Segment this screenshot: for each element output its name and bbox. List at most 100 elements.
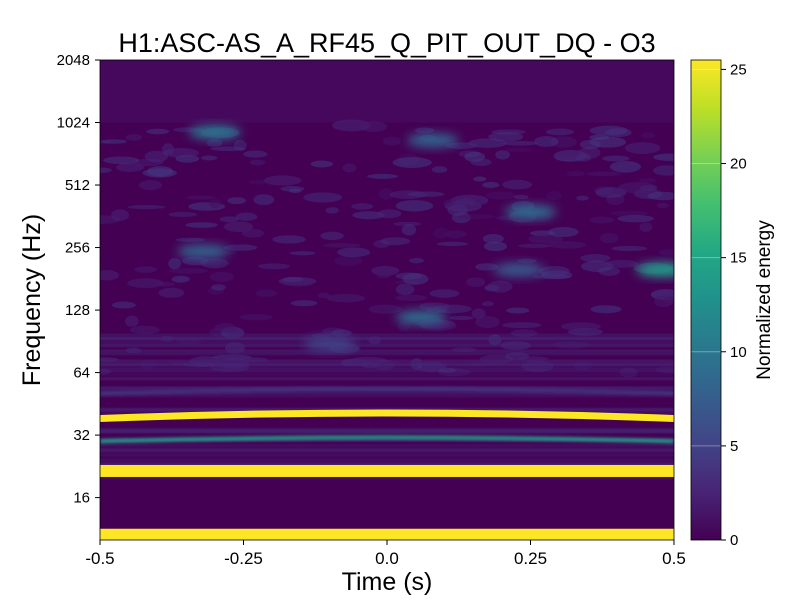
texture-speck — [127, 205, 166, 210]
texture-speck — [576, 153, 592, 162]
texture-speck — [638, 178, 656, 183]
texture-speck — [517, 356, 549, 362]
colorbar-gradient — [691, 60, 721, 540]
texture-speck — [185, 222, 218, 228]
texture-speck — [407, 191, 445, 197]
texture-speck — [654, 295, 674, 307]
texture-speck — [352, 211, 385, 220]
texture-speck — [534, 136, 559, 147]
texture-speck — [409, 257, 425, 264]
texture-speck — [611, 245, 648, 252]
high-frequency-region — [100, 60, 674, 123]
texture-speck — [599, 232, 619, 244]
texture-speck — [168, 257, 181, 270]
texture-speck — [510, 329, 538, 337]
texture-speck — [331, 329, 352, 337]
texture-speck — [241, 228, 264, 238]
texture-speck — [224, 221, 254, 233]
texture-speck — [471, 308, 486, 319]
texture-streak — [100, 447, 674, 451]
texture-speck — [140, 360, 154, 370]
texture-streak — [100, 445, 674, 449]
texture-speck — [640, 132, 656, 139]
y-tick-label: 2048 — [57, 52, 90, 69]
texture-speck — [377, 209, 402, 219]
texture-speck — [548, 227, 579, 237]
band-30.5hz — [100, 435, 674, 444]
texture-speck — [617, 214, 654, 223]
texture-speck — [100, 270, 119, 281]
texture-streak — [100, 454, 674, 458]
texture-speck — [325, 207, 339, 214]
texture-speck — [444, 230, 467, 239]
texture-speck — [100, 167, 112, 173]
texture-speck — [639, 222, 653, 233]
colorbar-tick-label: 0 — [730, 532, 738, 549]
texture-speck — [272, 235, 306, 244]
energy-blob — [395, 310, 448, 325]
texture-speck — [447, 204, 468, 216]
texture-speck — [367, 173, 399, 179]
texture-speck — [580, 254, 611, 263]
texture-streak — [100, 448, 674, 452]
texture-speck — [125, 347, 142, 354]
colorbar-tick-label: 25 — [730, 61, 747, 78]
texture-speck — [171, 275, 190, 283]
texture-streak — [100, 430, 674, 434]
texture-speck — [479, 354, 514, 365]
texture-speck — [595, 187, 627, 198]
texture-speck — [482, 233, 504, 244]
texture-speck — [320, 231, 344, 241]
texture-speck — [618, 181, 658, 194]
texture-speck — [624, 142, 661, 154]
texture-streak — [100, 360, 674, 364]
texture-speck — [546, 191, 562, 201]
texture-streak — [100, 338, 674, 342]
texture-streak — [100, 449, 674, 453]
texture-streak — [100, 373, 674, 377]
texture-speck — [652, 165, 674, 176]
texture-streak — [100, 448, 674, 452]
texture-speck — [451, 347, 477, 353]
texture-speck — [201, 155, 218, 161]
texture-streak — [100, 336, 674, 340]
texture-speck — [576, 195, 589, 201]
texture-speck — [158, 287, 185, 298]
texture-speck — [168, 267, 209, 274]
texture-streak — [100, 350, 674, 354]
texture-speck — [376, 273, 391, 279]
texture-speck — [249, 159, 266, 166]
y-tick-label: 1024 — [57, 115, 90, 132]
texture-speck — [521, 360, 554, 372]
texture-streak — [100, 352, 674, 356]
x-tick-label: 0.0 — [375, 549, 399, 568]
texture-speck — [380, 237, 411, 246]
texture-streak — [100, 344, 674, 348]
texture-speck — [371, 265, 400, 276]
texture-speck — [469, 361, 494, 367]
energy-blob — [636, 262, 674, 277]
texture-speck — [219, 216, 239, 223]
texture-streak — [100, 365, 674, 369]
x-tick-label: -0.5 — [85, 549, 114, 568]
texture-speck — [589, 216, 615, 224]
texture-speck — [162, 148, 199, 158]
texture-speck — [656, 202, 669, 209]
texture-speck — [111, 209, 130, 221]
texture-speck — [170, 360, 186, 366]
texture-speck — [289, 251, 316, 256]
texture-speck — [485, 191, 517, 200]
texture-speck — [433, 227, 450, 239]
x-tick-label: -0.25 — [224, 549, 263, 568]
energy-blob — [493, 262, 546, 277]
texture-speck — [211, 284, 226, 291]
texture-speck — [337, 247, 371, 258]
texture-speck — [185, 195, 216, 200]
texture-streak — [100, 344, 674, 348]
texture-speck — [127, 278, 164, 288]
energy-blob — [303, 336, 356, 351]
texture-speck — [579, 139, 602, 150]
texture-speck — [200, 258, 229, 269]
texture-streak — [100, 458, 674, 462]
texture-speck — [395, 283, 415, 296]
